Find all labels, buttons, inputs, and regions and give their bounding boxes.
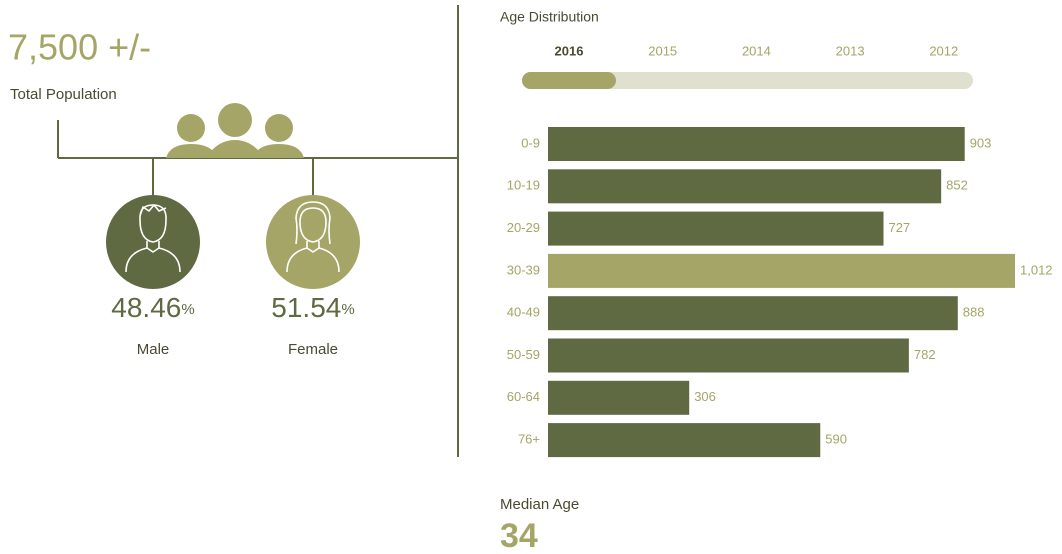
value-label: 590 <box>825 432 847 447</box>
bar <box>548 423 821 458</box>
bar <box>548 211 884 246</box>
bar <box>548 296 958 331</box>
gender-unit: % <box>181 301 194 318</box>
category-label: 50-59 <box>507 347 540 362</box>
median-age-label: Median Age <box>500 496 579 513</box>
gender-value: 51.54 <box>271 292 341 323</box>
category-label: 20-29 <box>507 220 540 235</box>
gender-stats: 48.46% Male 51.54% Female <box>111 292 354 358</box>
gender-unit: % <box>341 301 354 318</box>
total-population-label: Total Population <box>10 86 117 103</box>
female-icon <box>266 195 360 289</box>
value-label: 852 <box>946 178 968 193</box>
value-label: 306 <box>694 389 716 404</box>
category-label: 76+ <box>518 432 540 447</box>
value-label: 782 <box>914 347 936 362</box>
bar-chart: 0-9 903 10-19 852 20-29 727 30-39 1,012 40-49 888… <box>507 127 1053 458</box>
bar <box>548 127 965 161</box>
value-label: 888 <box>963 305 985 320</box>
tab-track <box>522 72 973 89</box>
year-tab[interactable]: 2015 <box>648 43 677 58</box>
category-label: 30-39 <box>507 262 540 277</box>
year-tab[interactable]: 2016 <box>555 43 584 58</box>
category-label: 10-19 <box>507 178 540 193</box>
value-label: 1,012 <box>1020 262 1053 277</box>
chart-title: Age Distribution <box>500 9 599 25</box>
category-label: 60-64 <box>507 389 540 404</box>
value-label: 727 <box>888 220 910 235</box>
year-tab[interactable]: 2013 <box>836 43 865 58</box>
tab-indicator <box>522 72 616 89</box>
year-tabs: 2016 2015 2014 2013 2012 <box>555 43 959 58</box>
value-label: 903 <box>970 135 992 150</box>
people-icon <box>166 103 304 158</box>
median-age-value: 34 <box>500 517 538 554</box>
category-label: 0-9 <box>521 135 540 150</box>
gender-value: 48.46 <box>111 292 181 323</box>
bar <box>548 253 1015 288</box>
total-population: 7,500 +/- <box>8 27 151 68</box>
gender-label: Female <box>288 341 338 358</box>
gender-label: Male <box>137 341 170 358</box>
bar <box>548 380 690 415</box>
male-icon <box>106 195 200 289</box>
gender-percent: 48.46% <box>111 292 194 323</box>
gender-percent: 51.54% <box>271 292 354 323</box>
year-tab[interactable]: 2012 <box>929 43 958 58</box>
year-tab[interactable]: 2014 <box>742 43 771 58</box>
category-label: 40-49 <box>507 305 540 320</box>
bar <box>548 338 909 373</box>
bar <box>548 169 942 204</box>
